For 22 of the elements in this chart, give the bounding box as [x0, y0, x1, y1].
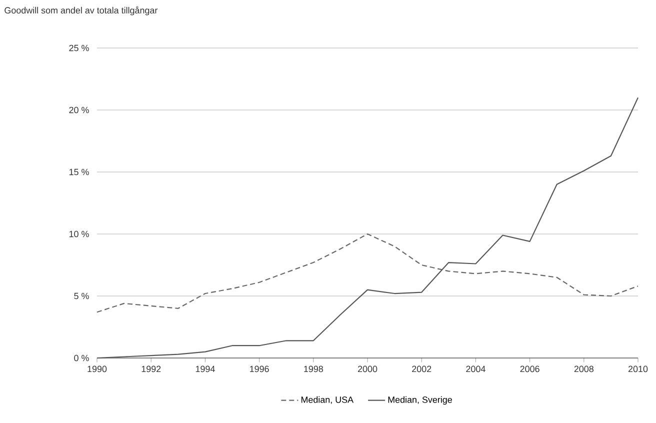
legend-label: Median, USA: [301, 396, 354, 404]
y-tick-label: 10 %: [69, 230, 89, 238]
x-tick-label: 1996: [250, 366, 269, 372]
y-tick-label: 5 %: [74, 292, 89, 300]
line-series: [96, 233, 639, 313]
x-tick-label: 1992: [142, 366, 161, 372]
x-tick-label: 2006: [520, 366, 540, 372]
x-tick-label: 1994: [196, 366, 215, 372]
x-tick-label: 2004: [466, 366, 486, 372]
y-tick-label: 15 %: [69, 168, 89, 176]
y-tick-label: 20 %: [69, 106, 89, 114]
x-tick-label: 2010: [628, 366, 648, 372]
x-tick-label: 2000: [358, 366, 378, 372]
y-tick-label: 25 %: [69, 44, 89, 52]
line-series: [96, 97, 639, 359]
x-tick-label: 2008: [574, 366, 594, 372]
y-tick-label: 0 %: [74, 354, 89, 362]
chart-title: Goodwill som andel av totala tillgångar: [4, 6, 158, 16]
legend-label: Median, Sverige: [388, 396, 452, 405]
x-tick-label: 1998: [304, 366, 323, 372]
x-tick-label: 1990: [88, 366, 107, 372]
x-tick-label: 2002: [412, 366, 432, 372]
